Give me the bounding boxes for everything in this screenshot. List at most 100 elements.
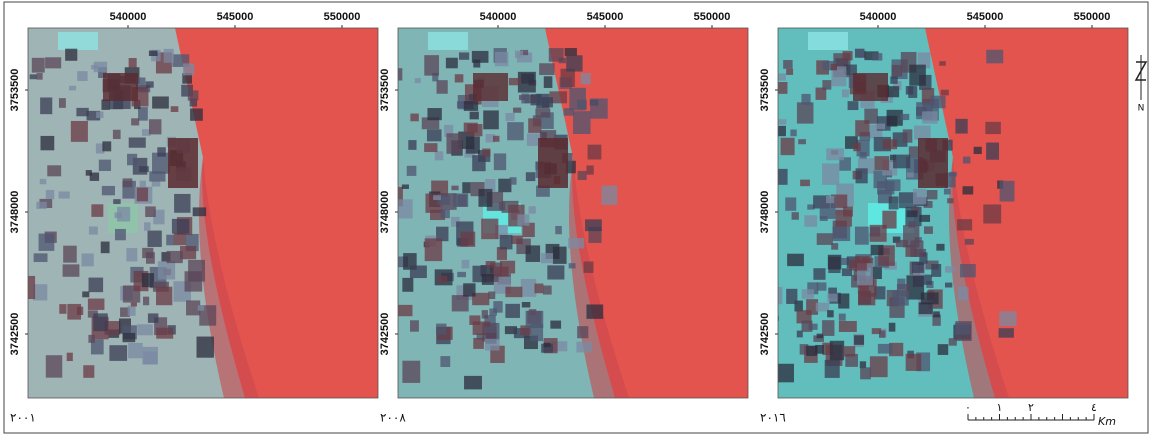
field-patch: [944, 172, 956, 188]
field-patch: [463, 101, 479, 111]
field-patch: [791, 212, 799, 220]
field-patch: [488, 291, 496, 300]
field-patch: [47, 165, 62, 177]
field-patch: [943, 188, 951, 195]
field-patch: [937, 344, 949, 355]
field-patch: [485, 261, 496, 268]
field-patch: [174, 193, 191, 213]
field-patch: [541, 97, 553, 108]
field-patch: [816, 233, 833, 245]
field-patch: [39, 178, 47, 185]
field-patch: [869, 226, 881, 237]
field-patch: [440, 356, 451, 367]
field-patch: [949, 171, 957, 177]
field-patch: [139, 180, 146, 189]
field-patch: [601, 185, 618, 205]
field-patch: [922, 111, 938, 124]
field-patch: [163, 48, 174, 63]
field-patch: [141, 273, 155, 288]
field-patch: [911, 261, 924, 273]
field-patch: [882, 139, 898, 150]
field-patch: [93, 313, 108, 332]
field-patch: [564, 48, 577, 56]
satellite-image: [398, 28, 748, 398]
field-patch: [551, 341, 568, 352]
field-patch: [128, 137, 146, 148]
field-patch: [143, 351, 158, 365]
field-patch: [182, 73, 193, 84]
field-patch: [130, 302, 137, 307]
field-patch: [841, 268, 853, 277]
field-patch: [801, 320, 813, 332]
field-patch: [918, 302, 933, 315]
field-patch: [780, 137, 795, 156]
field-patch: [558, 57, 566, 64]
scale-unit: Km: [1098, 415, 1116, 428]
field-patch: [451, 185, 459, 191]
field-patch: [58, 98, 66, 108]
field-patch: [494, 51, 509, 67]
bright-patch: [428, 32, 468, 50]
field-patch: [985, 121, 1001, 135]
field-patch: [590, 98, 608, 119]
field-patch: [563, 108, 575, 116]
field-patch: [148, 50, 158, 56]
field-patch: [156, 327, 174, 339]
field-patch: [864, 51, 879, 61]
field-patch: [145, 81, 154, 88]
field-patch: [102, 141, 112, 152]
field-patch: [505, 303, 520, 318]
field-patch: [192, 207, 207, 217]
field-patch: [161, 252, 171, 262]
field-patch: [472, 155, 486, 172]
field-patch: [948, 338, 957, 346]
field-patch: [87, 310, 98, 318]
field-patch: [139, 166, 149, 173]
field-patch: [790, 129, 797, 137]
field-patch: [181, 84, 193, 97]
field-patch: [983, 204, 1002, 224]
field-patch: [499, 260, 516, 274]
field-patch: [804, 215, 818, 227]
field-patch: [489, 308, 497, 316]
field-patch: [898, 192, 917, 209]
field-patch: [508, 77, 521, 86]
field-patch: [89, 172, 100, 181]
field-patch: [808, 323, 818, 330]
field-patch: [468, 94, 477, 101]
field-patch: [525, 310, 544, 328]
field-patch: [498, 178, 512, 193]
field-patch: [826, 148, 845, 161]
field-patch: [855, 168, 868, 184]
field-patch: [962, 186, 974, 195]
field-patch: [524, 94, 537, 104]
field-patch: [197, 305, 205, 311]
field-patch: [568, 263, 576, 269]
field-patch: [893, 154, 911, 169]
field-patch: [778, 81, 788, 94]
x-coordinate-label: 540000: [110, 11, 147, 23]
field-patch: [152, 281, 169, 292]
field-patch: [410, 320, 419, 332]
field-patch: [153, 209, 165, 225]
field-patch: [70, 120, 88, 142]
field-patch: [122, 332, 136, 343]
field-patch: [796, 102, 814, 124]
field-patch: [957, 286, 969, 301]
field-patch: [908, 146, 919, 158]
field-patch: [897, 278, 906, 289]
field-patch: [424, 238, 443, 262]
field-patch: [409, 265, 427, 279]
field-patch: [445, 57, 458, 69]
field-patch: [786, 288, 798, 304]
field-patch: [914, 125, 931, 140]
field-patch: [864, 108, 878, 124]
field-patch: [843, 206, 853, 217]
field-patch: [98, 67, 107, 79]
field-patch: [999, 180, 1015, 202]
field-patch: [88, 334, 95, 343]
scale-label: ۲: [1028, 401, 1034, 414]
satellite-image: [778, 28, 1128, 398]
field-patch: [58, 191, 70, 199]
field-patch: [69, 85, 77, 91]
